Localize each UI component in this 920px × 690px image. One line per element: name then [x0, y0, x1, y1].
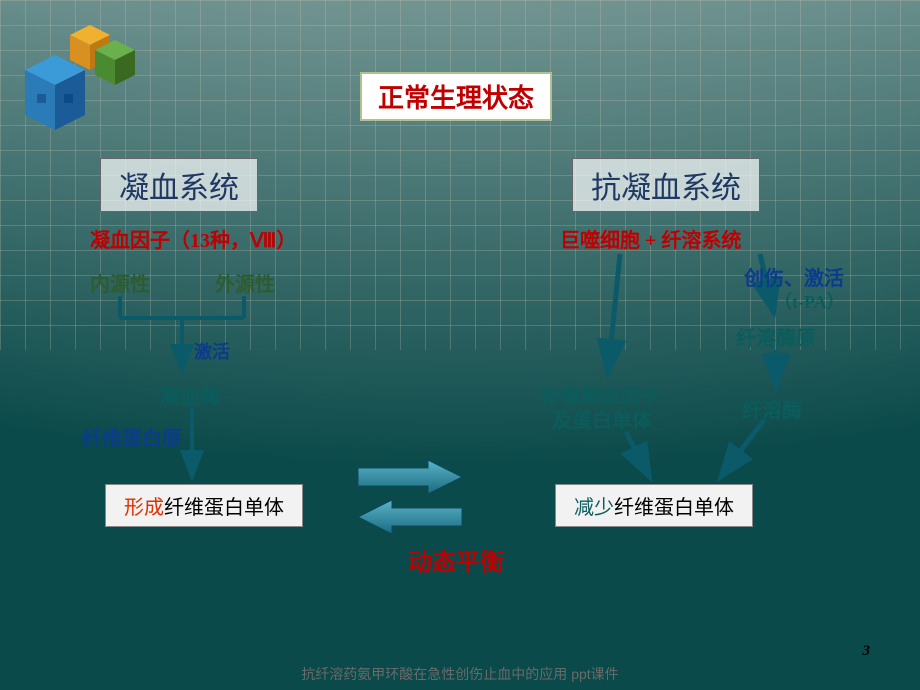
footer-text: 抗纤溶药氨甲环酸在急性创伤止血中的应用 ppt课件: [0, 664, 920, 684]
slide-title: 正常生理状态: [378, 83, 534, 113]
thrombin-label: 凝血酶: [160, 380, 220, 409]
endogenous-label: 内源性: [90, 268, 150, 297]
activate-label: 激活: [194, 338, 230, 364]
equilibrium-label: 动态平衡: [408, 542, 504, 577]
fibrinogen-label: 纤维蛋白原: [82, 422, 182, 451]
left-result-rest: 纤维蛋白单体: [164, 497, 284, 519]
left-result-prefix: 形成: [124, 497, 164, 519]
page-number: 3: [863, 643, 871, 660]
left-section-heading: 凝血系统: [100, 158, 258, 212]
plasmin-label: 纤溶酶: [742, 394, 802, 423]
right-result-prefix: 减少: [574, 497, 614, 519]
plasminogen-label: 纤溶酶原: [736, 322, 816, 351]
right-subtitle: 巨噬细胞 + 纤溶系统: [560, 224, 741, 253]
trauma-label: 创伤、激活: [744, 262, 844, 291]
right-result-box: 减少纤维蛋白单体: [555, 484, 753, 527]
left-subtitle: 凝血因子（13种，Ⅷ）: [90, 224, 296, 253]
left-result-box: 形成纤维蛋白单体: [105, 484, 303, 527]
tpa-label: （t-PA）: [774, 288, 845, 314]
slide-title-box: 正常生理状态: [360, 72, 552, 121]
exogenous-label: 外源性: [215, 268, 275, 297]
phago2-label: 及蛋白单体: [552, 404, 652, 433]
right-section-heading: 抗凝血系统: [572, 158, 760, 212]
right-result-rest: 纤维蛋白单体: [614, 497, 734, 519]
